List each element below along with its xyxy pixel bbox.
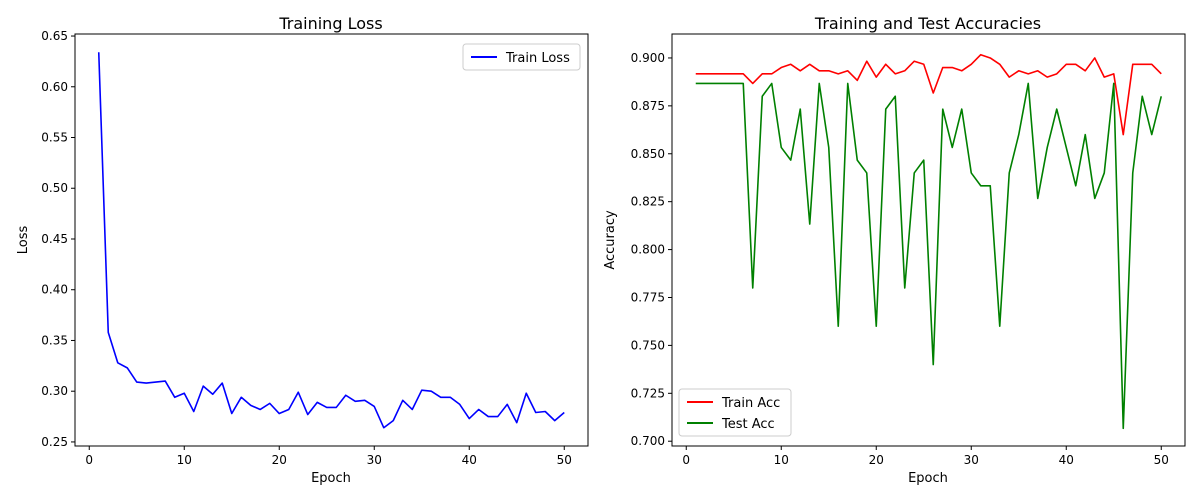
- accuracy-chart: Training and Test Accuracies 0 10 20 30 40 50…: [603, 14, 1186, 486]
- legend-box: [462, 43, 581, 71]
- y-axis-label: Accuracy: [603, 210, 618, 270]
- x-tick-label: 30: [367, 453, 382, 467]
- y-tick-label: 0.55: [41, 131, 68, 145]
- plot-frame: [74, 33, 589, 447]
- plot-frame: [671, 33, 1186, 447]
- y-tick-label: 0.65: [41, 29, 68, 43]
- y-tick-label: 0.50: [41, 181, 68, 195]
- tick-group: 0 10 20 30 40 50 0.700 0.725 0.750 0.775 0.800 0.82…: [631, 51, 1169, 467]
- x-tick-label: 20: [272, 453, 287, 467]
- series-line-train-acc: [695, 53, 1162, 136]
- y-tick-label: 0.40: [41, 283, 68, 297]
- x-tick-label: 40: [1059, 453, 1074, 467]
- x-tick-label: 20: [869, 453, 884, 467]
- y-tick-label: 0.725: [631, 386, 665, 400]
- x-tick-label: 30: [964, 453, 979, 467]
- y-tick-label: 0.775: [631, 290, 665, 304]
- legend-box: [678, 388, 792, 437]
- y-tick-label: 0.25: [41, 435, 68, 449]
- y-tick-label: 0.60: [41, 80, 68, 94]
- legend-label: Train Acc: [721, 396, 780, 411]
- x-tick-label: 10: [177, 453, 192, 467]
- series-group: [695, 53, 1163, 430]
- chart-title: Training and Test Accuracies: [814, 14, 1041, 33]
- y-tick-label: 0.875: [631, 99, 665, 113]
- y-tick-label: 0.45: [41, 232, 68, 246]
- x-tick-label: 50: [1154, 453, 1169, 467]
- y-tick-label: 0.750: [631, 338, 665, 352]
- chart-title: Training Loss: [278, 14, 382, 33]
- y-tick-label: 0.900: [631, 51, 665, 65]
- x-tick-label: 50: [557, 453, 572, 467]
- series-line-test-acc: [695, 82, 1163, 430]
- y-tick-label: 0.800: [631, 243, 665, 257]
- x-axis-label: Epoch: [311, 471, 351, 486]
- legend-label: Test Acc: [721, 417, 775, 432]
- x-tick-label: 10: [774, 453, 789, 467]
- series-line-train-loss: [97, 52, 565, 429]
- series-group: [97, 52, 565, 429]
- x-tick-label: 0: [682, 453, 690, 467]
- legend-label: Train Loss: [505, 51, 570, 66]
- y-tick-label: 0.825: [631, 195, 665, 209]
- legend: Train Loss: [462, 43, 581, 71]
- tick-group: 0 10 20 30 40 50 0.25 0.30 0.35 0.40 0.45 0.50 0.55 0…: [41, 29, 572, 467]
- x-axis-label: Epoch: [908, 471, 948, 486]
- y-tick-label: 0.35: [41, 333, 68, 347]
- y-tick-label: 0.700: [631, 434, 665, 448]
- legend: Train Acc Test Acc: [678, 388, 792, 437]
- y-axis-label: Loss: [16, 226, 31, 255]
- x-tick-label: 0: [85, 453, 93, 467]
- y-tick-label: 0.850: [631, 147, 665, 161]
- y-tick-label: 0.30: [41, 384, 68, 398]
- training-loss-chart: Training Loss 0 10 20 30 40 50 0.25 0.30 0.35 0.4…: [16, 14, 589, 486]
- x-tick-label: 40: [462, 453, 477, 467]
